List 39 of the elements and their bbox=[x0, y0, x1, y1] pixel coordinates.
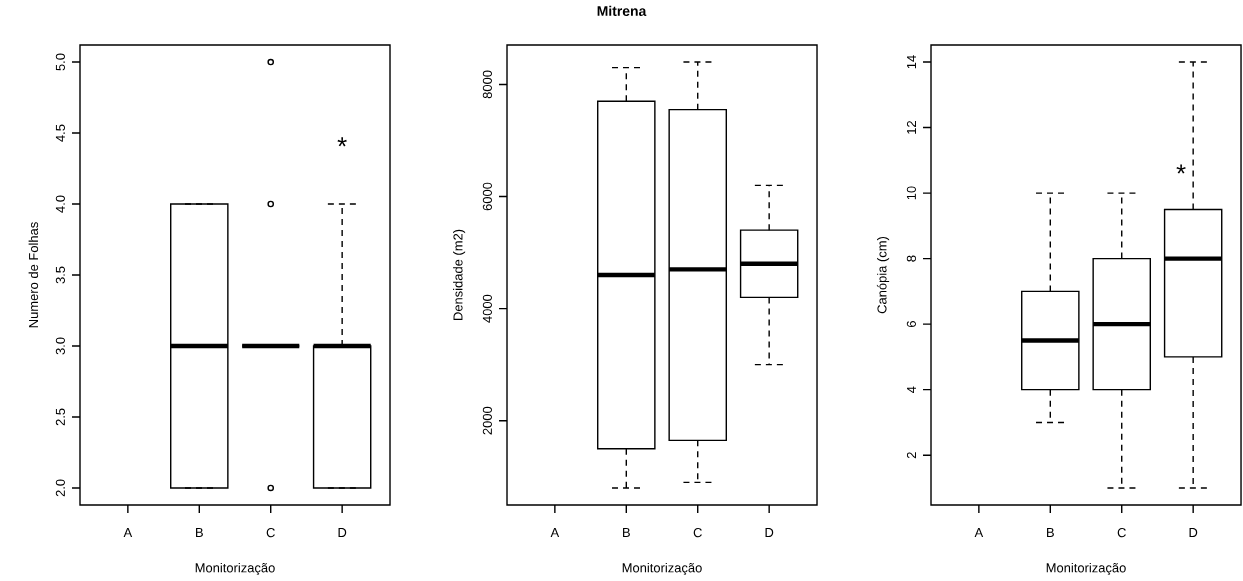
y-tick-label: 4.0 bbox=[55, 195, 65, 213]
annotation: * bbox=[337, 137, 347, 147]
x-tick-label: A bbox=[550, 528, 560, 537]
x-axis-title: Monitorização bbox=[195, 562, 275, 576]
y-tick-label: 6 bbox=[906, 321, 916, 328]
y-axis-title: Canópia (cm) bbox=[876, 236, 890, 314]
x-tick-label: D bbox=[338, 528, 347, 537]
x-tick-label: D bbox=[765, 528, 774, 537]
x-tick-label: A bbox=[123, 528, 133, 537]
x-axis-title: Monitorização bbox=[622, 562, 702, 576]
y-tick-label: 4000 bbox=[482, 294, 492, 323]
y-tick-label: 12 bbox=[906, 121, 916, 134]
x-tick-label: C bbox=[1117, 528, 1126, 538]
y-axis-title: Densidade (m2) bbox=[453, 229, 466, 321]
x-tick-label: D bbox=[1189, 528, 1198, 537]
y-tick-label: 6000 bbox=[482, 182, 492, 211]
y-tick-label: 3.0 bbox=[55, 337, 65, 355]
x-tick-label: B bbox=[196, 528, 203, 537]
y-tick-label: 2000 bbox=[482, 406, 492, 435]
x-tick-label: C bbox=[693, 528, 702, 538]
y-tick-label: 10 bbox=[906, 186, 916, 200]
y-tick-label: 4 bbox=[907, 386, 916, 393]
chart-title: Mitrena bbox=[597, 5, 647, 16]
y-tick-label: 8 bbox=[906, 255, 916, 262]
y-tick-label: 2.0 bbox=[55, 479, 65, 497]
x-tick-label: B bbox=[623, 528, 630, 537]
y-tick-label: 3.5 bbox=[55, 266, 65, 284]
y-tick-label: 2 bbox=[906, 452, 916, 459]
y-tick-label: 14 bbox=[907, 55, 916, 69]
y-tick-label: 5.0 bbox=[55, 53, 65, 71]
y-tick-label: 2.5 bbox=[55, 408, 65, 426]
annotation: * bbox=[1176, 164, 1186, 174]
y-axis-title: Numero de Folhas bbox=[28, 222, 39, 328]
y-tick-label: 8000 bbox=[482, 70, 492, 99]
x-tick-label: B bbox=[1047, 528, 1054, 537]
x-axis-title: Monitorização bbox=[1046, 562, 1126, 576]
x-tick-label: A bbox=[974, 528, 984, 537]
x-tick-label: C bbox=[266, 528, 275, 538]
y-tick-label: 4.5 bbox=[55, 124, 65, 142]
